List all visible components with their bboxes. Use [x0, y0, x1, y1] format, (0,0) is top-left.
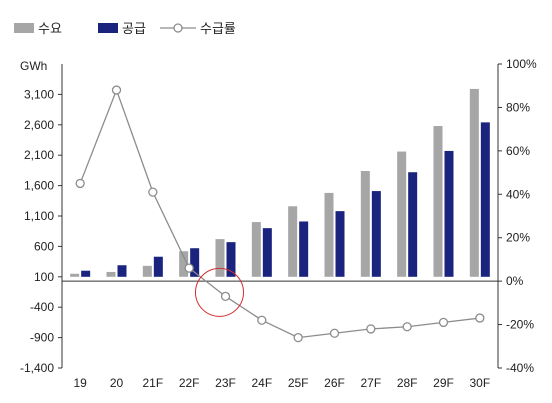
bar-supply — [153, 256, 163, 277]
x-axis-tick-label: 24F — [251, 376, 272, 390]
legend-label-supply: 공급 — [122, 22, 146, 37]
bar-demand — [433, 126, 443, 277]
x-axis-tick-label: 29F — [433, 376, 454, 390]
ratio-point — [402, 322, 412, 332]
bar-supply — [480, 122, 490, 277]
bars — [70, 88, 490, 277]
bar-demand — [70, 273, 80, 277]
bar-demand — [106, 271, 116, 277]
x-axis-tick-label: 19 — [73, 376, 87, 390]
right-axis-tick-label: 100% — [506, 57, 537, 71]
x-axis-tick-label: 21F — [142, 376, 163, 390]
ratio-point — [220, 291, 231, 301]
bar-supply — [335, 211, 345, 277]
x-axis-tick-label: 26F — [324, 376, 345, 390]
legend-label-demand: 수요 — [38, 22, 62, 37]
bar-demand — [142, 265, 152, 277]
legend-swatch-demand — [14, 23, 34, 33]
right-axis-tick-label: -40% — [506, 361, 534, 375]
ratio-point — [475, 313, 485, 323]
ratio-point — [329, 328, 340, 338]
ratio-point — [257, 315, 267, 325]
bar-demand — [397, 151, 407, 277]
bar-supply — [299, 221, 309, 277]
left-axis-tick-label: 3,100 — [24, 87, 54, 101]
bar-demand — [179, 251, 189, 277]
left-axis-tick-label: 2,600 — [24, 118, 54, 132]
x-axis-tick-label: 27F — [360, 376, 381, 390]
x-axis-tick-label: 22F — [179, 376, 200, 390]
annotations — [195, 267, 244, 317]
right-axis-tick-label: -20% — [506, 318, 534, 332]
right-axis-tick-label: 40% — [506, 187, 530, 201]
left-axis-tick-label: -1,400 — [20, 361, 54, 375]
left-axis-tick-label: 100 — [34, 270, 54, 284]
ratio-point — [111, 85, 122, 95]
legend-label-ratio: 수급률 — [200, 22, 236, 37]
bar-supply — [81, 270, 91, 277]
x-axis-tick-label: 20 — [110, 376, 124, 390]
tick-labels: 3,100 2,600 2,100 1,600 1,100 600 100 -400 -900 -… — [20, 57, 537, 390]
left-axis-tick-label: -400 — [30, 300, 54, 314]
bar-supply — [262, 228, 272, 277]
x-axis-tick-label: 23F — [215, 376, 236, 390]
ratio-point — [75, 178, 85, 189]
bar-demand — [288, 206, 298, 277]
right-axis-tick-label: 60% — [506, 144, 530, 158]
axes — [58, 63, 502, 369]
bar-demand — [215, 239, 225, 277]
bar-demand — [251, 222, 261, 277]
left-axis-tick-label: 600 — [34, 239, 54, 253]
ratio-series-line — [79, 88, 480, 339]
ratio-line — [75, 85, 485, 343]
left-axis-tick-label: 1,600 — [24, 179, 54, 193]
bar-supply — [117, 265, 127, 277]
ratio-point — [293, 332, 303, 343]
bar-supply — [226, 242, 236, 277]
bar-demand — [360, 171, 370, 277]
ratio-point — [366, 324, 376, 334]
ratio-point — [438, 317, 449, 328]
left-axis-unit: GWh — [20, 59, 47, 73]
bar-demand — [469, 88, 479, 277]
left-axis-tick-label: -900 — [30, 331, 54, 345]
bar-demand — [324, 192, 334, 277]
x-axis-tick-label: 30F — [469, 376, 490, 390]
right-axis-tick-label: 80% — [506, 100, 530, 114]
legend-swatch-ratio-marker — [173, 23, 183, 33]
bar-supply — [371, 191, 381, 277]
x-axis-tick-label: 28F — [397, 376, 418, 390]
left-axis-tick-label: 2,100 — [24, 148, 54, 162]
left-axis-tick-label: 1,100 — [24, 209, 54, 223]
x-axis-tick-label: 25F — [288, 376, 309, 390]
right-axis-tick-label: 20% — [506, 231, 530, 245]
ratio-point — [148, 187, 158, 197]
highlight-circle — [195, 267, 244, 317]
legend-swatch-supply — [98, 23, 118, 33]
legend: 수요 공급 수급률 — [14, 22, 236, 37]
right-axis-tick-label: 0% — [506, 274, 524, 288]
bar-supply — [444, 150, 454, 277]
bar-supply — [408, 172, 418, 277]
bar-supply — [190, 248, 200, 277]
ratio-point — [184, 263, 194, 273]
